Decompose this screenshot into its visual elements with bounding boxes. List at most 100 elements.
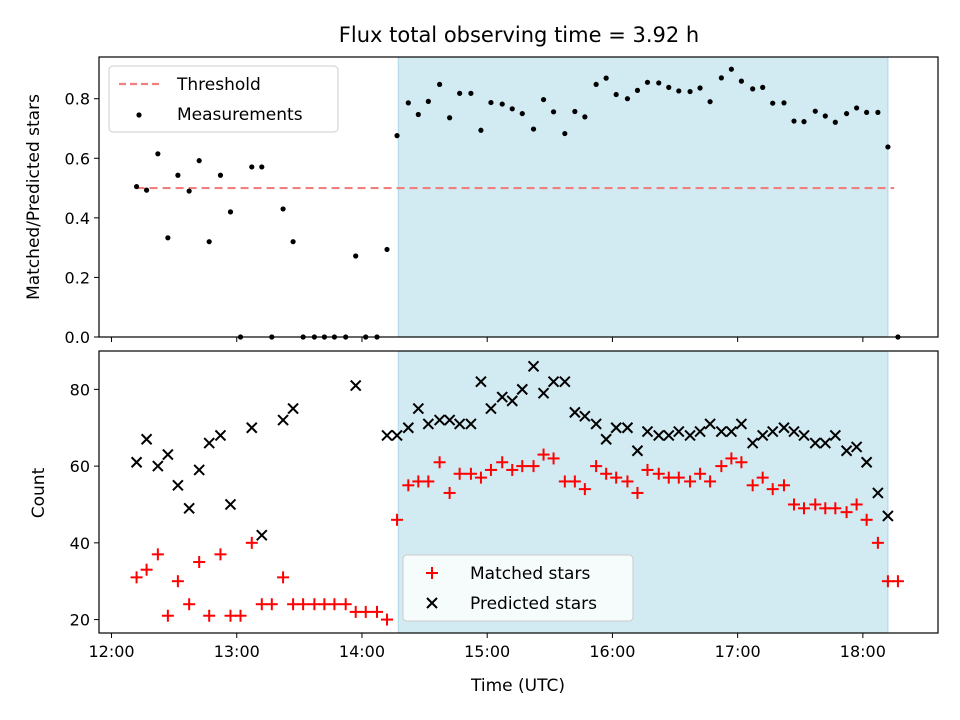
- measurement-point: [572, 108, 578, 115]
- matched-stars-point: [255, 598, 268, 611]
- measurement-point: [540, 96, 547, 103]
- predicted-stars-point: [422, 418, 435, 430]
- predicted-stars-point: [496, 391, 508, 403]
- matched-stars-point: [809, 498, 822, 511]
- matched-stars-point: [318, 598, 331, 611]
- x-tick-label: 13:00: [214, 642, 260, 661]
- predicted-stars-point: [140, 433, 153, 445]
- y-tick-label: 40: [70, 534, 90, 553]
- predicted-stars-point: [152, 460, 164, 472]
- measurement-point: [133, 183, 140, 190]
- matched-stars-point: [484, 463, 497, 476]
- matched-stars-point: [308, 598, 321, 611]
- legend-matched-swatch: [426, 567, 438, 579]
- matched-stars-point: [558, 475, 571, 488]
- measurement-point: [738, 78, 744, 84]
- x-tick-label: 14:00: [339, 642, 385, 661]
- matched-stars-point: [183, 598, 196, 611]
- measurement-point: [875, 109, 881, 116]
- legend-predicted-swatch: [426, 597, 438, 609]
- matched-stars-point: [506, 463, 519, 476]
- measurement-point: [812, 108, 818, 114]
- top-panel-ylabel: Matched/Predicted stars: [24, 94, 44, 300]
- matched-stars-point: [496, 456, 509, 469]
- x-tick-label: 12:00: [88, 642, 134, 661]
- measurement-point: [384, 246, 390, 253]
- matched-stars-point: [453, 467, 466, 480]
- measurement-point: [781, 100, 787, 106]
- measurement-point: [718, 75, 724, 81]
- measurement-point: [206, 239, 212, 245]
- chart-title: Flux total observing time = 3.92 h: [339, 23, 699, 47]
- predicted-stars-point: [130, 456, 143, 468]
- measurement-point: [280, 206, 286, 212]
- matched-stars-point: [203, 609, 216, 622]
- matched-stars-point: [516, 460, 529, 473]
- measurement-point: [405, 100, 411, 106]
- matched-stars-point: [694, 467, 707, 480]
- matched-stars-point: [234, 609, 247, 622]
- matched-stars-point: [715, 460, 728, 473]
- predicted-stars-point: [485, 402, 497, 415]
- matched-stars-point: [610, 471, 623, 484]
- predicted-stars-point: [600, 433, 612, 445]
- predicted-stars-point: [882, 510, 894, 522]
- measurement-point: [562, 130, 568, 137]
- measurement-point: [249, 164, 255, 170]
- matched-stars-point: [328, 598, 341, 611]
- predicted-stars-point: [547, 375, 560, 388]
- observing-window-span: [397, 56, 889, 338]
- matched-stars-point: [349, 605, 362, 618]
- matched-stars-point: [871, 536, 884, 549]
- measurement-point: [499, 101, 505, 107]
- matched-stars-point: [704, 475, 717, 488]
- measurement-point: [468, 90, 474, 96]
- measurement-point: [707, 99, 713, 105]
- measurement-point: [186, 188, 192, 194]
- matched-stars-point: [214, 548, 227, 561]
- measurement-point: [697, 85, 703, 91]
- matched-stars-point: [735, 456, 748, 469]
- matched-stars-point: [652, 467, 665, 480]
- matched-stars-point: [787, 498, 800, 511]
- matched-stars-point: [881, 575, 894, 588]
- measurement-point: [687, 88, 693, 95]
- matched-stars-point: [798, 502, 811, 515]
- y-tick-label: 0.8: [65, 90, 90, 109]
- matched-stars-point: [578, 483, 591, 496]
- matched-stars-point: [568, 475, 581, 488]
- predicted-stars-point: [798, 429, 810, 442]
- predicted-stars-point: [809, 437, 821, 449]
- measurement-point: [666, 84, 672, 90]
- top-legend: Threshold Measurements: [108, 65, 339, 133]
- measurement-point: [676, 88, 682, 94]
- predicted-stars-point: [183, 502, 195, 515]
- matched-stars-point: [860, 513, 873, 526]
- predicted-stars-point: [621, 422, 634, 434]
- measurement-point: [425, 98, 431, 104]
- predicted-stars-point: [412, 402, 425, 415]
- top-panel-frame: [98, 56, 939, 338]
- y-tick-label: 60: [70, 457, 90, 476]
- matched-stars-point: [590, 460, 603, 473]
- measurement-point: [644, 79, 651, 85]
- matched-stars-point: [370, 605, 383, 618]
- measurement-point: [656, 80, 662, 86]
- predicted-stars-point: [725, 425, 738, 438]
- measurement-point: [415, 111, 421, 118]
- x-tick-label: 15:00: [464, 642, 510, 661]
- matched-stars-point: [527, 460, 540, 473]
- measurement-point: [478, 127, 484, 133]
- predicted-stars-point: [590, 418, 602, 430]
- matched-stars-point: [756, 471, 769, 484]
- measurement-point: [843, 110, 850, 117]
- predicted-stars-point: [381, 429, 393, 442]
- predicted-stars-point: [872, 487, 884, 499]
- matched-stars-point: [777, 479, 790, 492]
- matched-stars-point: [684, 475, 697, 488]
- measurement-point: [603, 75, 609, 81]
- predicted-stars-point: [610, 422, 622, 434]
- matched-stars-point: [840, 506, 853, 519]
- matched-stars-point: [891, 575, 904, 588]
